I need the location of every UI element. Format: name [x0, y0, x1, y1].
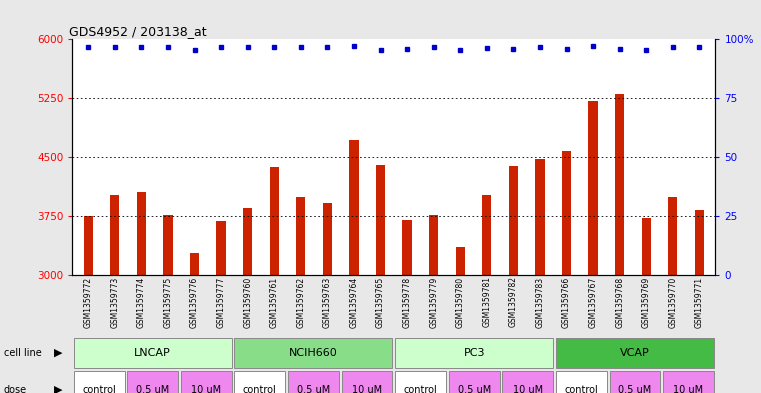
Text: control: control [404, 385, 438, 393]
Bar [615, 94, 624, 275]
Bar [663, 371, 714, 393]
Text: control: control [82, 385, 116, 393]
Text: PC3: PC3 [463, 348, 485, 358]
Text: 10 uM: 10 uM [352, 385, 382, 393]
Text: ▶: ▶ [53, 348, 62, 358]
Text: GDS4952 / 203138_at: GDS4952 / 203138_at [69, 25, 207, 38]
Text: VCAP: VCAP [620, 348, 650, 358]
Text: LNCAP: LNCAP [134, 348, 171, 358]
Bar [84, 216, 93, 275]
Bar [403, 220, 412, 275]
Text: cell line: cell line [4, 348, 42, 358]
Text: 10 uM: 10 uM [673, 385, 704, 393]
Bar [610, 371, 661, 393]
Text: control: control [565, 385, 598, 393]
Bar [127, 371, 178, 393]
Bar [74, 371, 125, 393]
Bar [216, 221, 226, 275]
Bar [556, 338, 714, 368]
Text: 10 uM: 10 uM [513, 385, 543, 393]
Bar [456, 247, 465, 275]
Bar [395, 371, 446, 393]
Bar [269, 167, 279, 275]
Bar [502, 371, 553, 393]
Text: 0.5 uM: 0.5 uM [457, 385, 491, 393]
Bar [164, 215, 173, 275]
Bar [535, 159, 545, 275]
Bar [137, 192, 146, 275]
Bar [342, 371, 393, 393]
Text: ▶: ▶ [53, 385, 62, 393]
Bar [234, 338, 393, 368]
Bar [74, 338, 231, 368]
Bar [562, 151, 572, 275]
Bar [449, 371, 500, 393]
Bar [349, 140, 358, 275]
Bar [588, 101, 597, 275]
Bar [190, 253, 199, 275]
Bar [234, 371, 285, 393]
Text: 10 uM: 10 uM [191, 385, 221, 393]
Bar [556, 371, 607, 393]
Text: 0.5 uM: 0.5 uM [136, 385, 169, 393]
Bar [376, 165, 385, 275]
Bar [482, 195, 492, 275]
Bar [323, 203, 332, 275]
Bar [296, 196, 305, 275]
Bar [429, 215, 438, 275]
Text: 0.5 uM: 0.5 uM [619, 385, 651, 393]
Bar [181, 371, 231, 393]
Text: dose: dose [4, 385, 27, 393]
Bar [395, 338, 553, 368]
Bar [668, 196, 677, 275]
Text: 0.5 uM: 0.5 uM [297, 385, 330, 393]
Text: NCIH660: NCIH660 [289, 348, 338, 358]
Bar [110, 195, 119, 275]
Bar [288, 371, 339, 393]
Bar [243, 208, 253, 275]
Bar [642, 218, 651, 275]
Text: control: control [243, 385, 277, 393]
Bar [509, 166, 518, 275]
Bar [695, 210, 704, 275]
